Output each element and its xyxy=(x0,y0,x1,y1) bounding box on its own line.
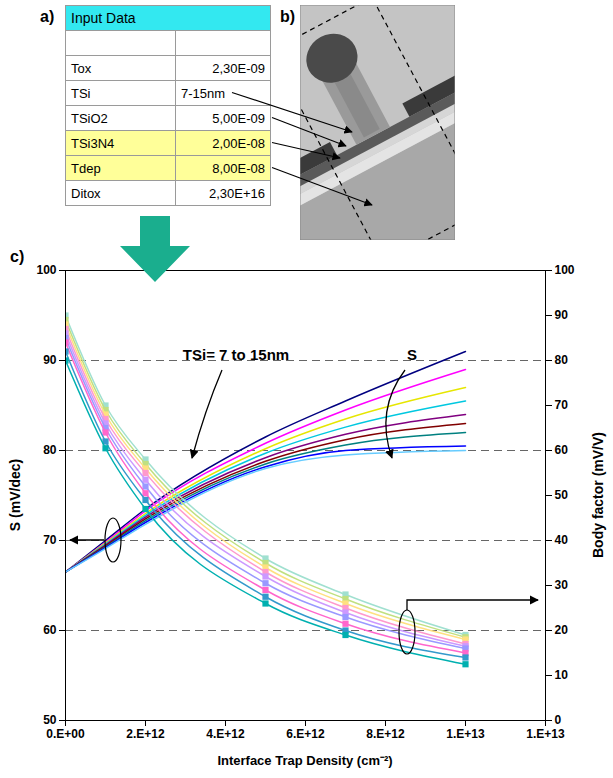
svg-text:1.E+13: 1.E+13 xyxy=(526,727,565,741)
svg-text:0.E+00: 0.E+00 xyxy=(46,727,85,741)
svg-text:30: 30 xyxy=(555,578,569,592)
svg-text:10: 10 xyxy=(555,668,569,682)
svg-text:4.E+12: 4.E+12 xyxy=(206,727,245,741)
svg-text:Interface Trap Density (cm⁻²): Interface Trap Density (cm⁻²) xyxy=(217,753,392,768)
html-text:TSiO2: TSiO2 xyxy=(71,110,108,126)
html-text:TSi: TSi xyxy=(71,85,91,101)
html-text:8,00E-08: 8,00E-08 xyxy=(212,160,265,176)
svg-text:70: 70 xyxy=(555,398,569,412)
html-text:5,00E-09: 5,00E-09 xyxy=(212,110,265,126)
svg-text:20: 20 xyxy=(555,623,569,637)
svg-text:c): c) xyxy=(10,248,24,265)
svg-text:0: 0 xyxy=(555,713,562,727)
svg-text:100: 100 xyxy=(36,263,56,277)
svg-text:2.E+12: 2.E+12 xyxy=(126,727,165,741)
svg-text:TSi= 7 to 15nm: TSi= 7 to 15nm xyxy=(183,346,289,363)
html-text:Ditox: Ditox xyxy=(71,185,101,201)
svg-text:50: 50 xyxy=(555,488,569,502)
svg-text:50: 50 xyxy=(43,713,57,727)
svg-text:b): b) xyxy=(280,8,295,25)
svg-text:90: 90 xyxy=(43,353,57,367)
svg-text:60: 60 xyxy=(555,443,569,457)
svg-text:a): a) xyxy=(40,8,54,25)
svg-text:S: S xyxy=(407,346,417,363)
html-text:2,30E+16: 2,30E+16 xyxy=(209,185,265,201)
svg-text:Body factor (mV/V): Body factor (mV/V) xyxy=(590,432,606,558)
svg-text:90: 90 xyxy=(555,308,569,322)
html-text:2,30E-09: 2,30E-09 xyxy=(212,60,265,76)
svg-text:100: 100 xyxy=(555,263,575,277)
svg-text:S (mV/dec): S (mV/dec) xyxy=(7,459,23,531)
svg-text:1.E+13: 1.E+13 xyxy=(446,727,485,741)
svg-text:80: 80 xyxy=(43,443,57,457)
svg-text:80: 80 xyxy=(555,353,569,367)
html-text:2,00E-08: 2,00E-08 xyxy=(212,135,265,151)
html-text:7-15nm: 7-15nm xyxy=(181,85,226,101)
svg-text:70: 70 xyxy=(43,533,57,547)
html-text:Tdep: Tdep xyxy=(71,160,101,176)
html-text:Input Data: Input Data xyxy=(71,10,136,26)
html-text:TSi3N4: TSi3N4 xyxy=(71,135,115,151)
svg-text:40: 40 xyxy=(555,533,569,547)
html-text:Tox: Tox xyxy=(71,60,92,76)
svg-text:60: 60 xyxy=(43,623,57,637)
svg-text:6.E+12: 6.E+12 xyxy=(286,727,325,741)
svg-text:8.E+12: 8.E+12 xyxy=(366,727,405,741)
